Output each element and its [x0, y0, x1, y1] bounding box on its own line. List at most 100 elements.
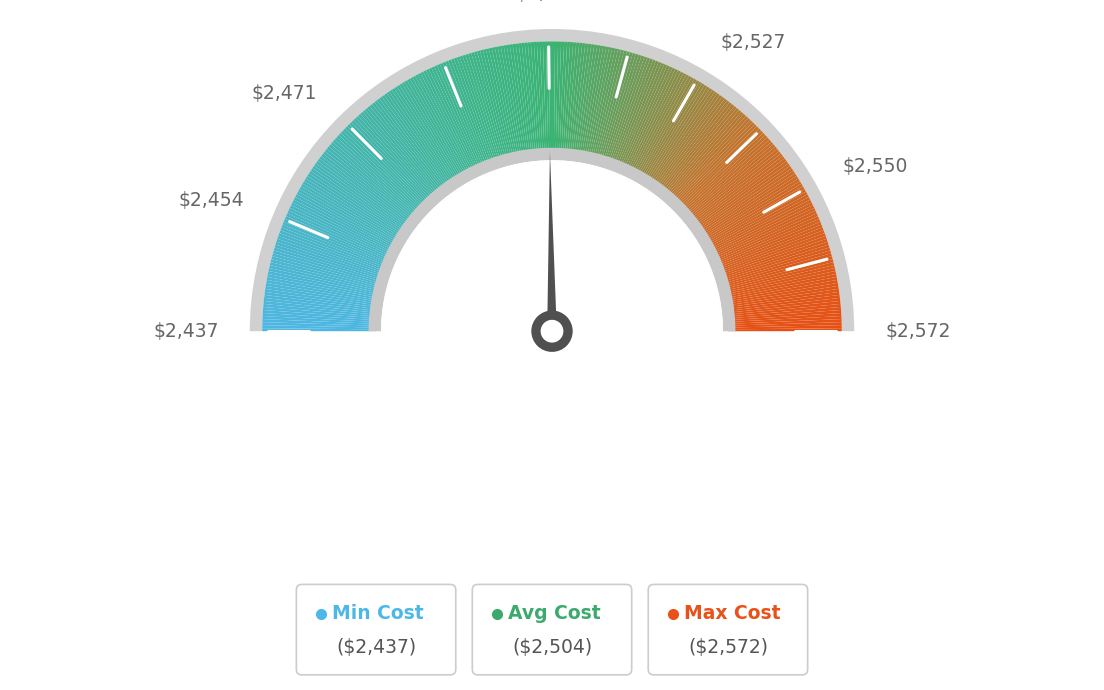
Wedge shape	[267, 277, 379, 300]
Text: $2,504: $2,504	[516, 0, 581, 3]
Wedge shape	[265, 289, 378, 307]
Wedge shape	[615, 61, 659, 168]
Wedge shape	[329, 144, 417, 219]
Wedge shape	[603, 54, 638, 164]
Wedge shape	[263, 319, 376, 326]
Wedge shape	[341, 130, 425, 210]
Wedge shape	[306, 176, 403, 239]
Wedge shape	[370, 104, 443, 195]
Wedge shape	[646, 86, 710, 184]
Wedge shape	[468, 53, 503, 163]
Wedge shape	[486, 48, 513, 160]
Text: $2,572: $2,572	[885, 322, 951, 341]
Wedge shape	[688, 146, 777, 221]
Wedge shape	[321, 154, 413, 225]
Wedge shape	[622, 66, 670, 170]
Wedge shape	[667, 112, 744, 199]
Text: Avg Cost: Avg Cost	[508, 604, 601, 623]
Wedge shape	[263, 313, 376, 322]
Wedge shape	[474, 51, 507, 161]
Wedge shape	[265, 292, 378, 309]
Wedge shape	[704, 186, 805, 245]
Wedge shape	[309, 171, 405, 235]
Wedge shape	[549, 41, 552, 155]
Wedge shape	[355, 116, 434, 201]
Wedge shape	[332, 139, 420, 216]
Wedge shape	[264, 295, 378, 311]
Wedge shape	[668, 114, 746, 200]
Wedge shape	[407, 79, 466, 179]
Wedge shape	[627, 69, 678, 172]
Wedge shape	[572, 43, 588, 157]
Text: ($2,572): ($2,572)	[688, 638, 768, 657]
Wedge shape	[278, 233, 386, 273]
Wedge shape	[293, 199, 395, 253]
Wedge shape	[722, 259, 834, 289]
Wedge shape	[689, 149, 779, 222]
Wedge shape	[263, 310, 376, 320]
Wedge shape	[495, 46, 519, 159]
Wedge shape	[721, 250, 831, 284]
Wedge shape	[707, 192, 807, 248]
Wedge shape	[319, 156, 412, 226]
Wedge shape	[276, 239, 385, 277]
Wedge shape	[720, 244, 829, 280]
Wedge shape	[571, 43, 585, 157]
Wedge shape	[421, 72, 474, 175]
Wedge shape	[466, 54, 501, 164]
Wedge shape	[697, 166, 792, 233]
Wedge shape	[280, 227, 388, 270]
Wedge shape	[448, 59, 490, 167]
Wedge shape	[652, 93, 720, 188]
Wedge shape	[396, 85, 459, 183]
Wedge shape	[546, 41, 550, 155]
Wedge shape	[263, 328, 376, 331]
Wedge shape	[638, 79, 697, 179]
Wedge shape	[587, 47, 613, 159]
Wedge shape	[344, 126, 427, 208]
Wedge shape	[591, 48, 618, 160]
Wedge shape	[693, 159, 786, 228]
Wedge shape	[671, 118, 751, 203]
Wedge shape	[386, 92, 453, 187]
Wedge shape	[463, 55, 499, 164]
Wedge shape	[250, 29, 854, 331]
Wedge shape	[710, 202, 813, 255]
Wedge shape	[728, 310, 841, 320]
Wedge shape	[703, 184, 803, 244]
Wedge shape	[684, 139, 772, 216]
Wedge shape	[679, 130, 763, 210]
Wedge shape	[297, 192, 397, 248]
Wedge shape	[574, 43, 592, 157]
Wedge shape	[423, 70, 476, 174]
Wedge shape	[477, 50, 508, 161]
Wedge shape	[594, 50, 624, 161]
Wedge shape	[728, 325, 841, 329]
Wedge shape	[628, 70, 681, 174]
Wedge shape	[263, 325, 376, 329]
Wedge shape	[725, 280, 838, 302]
Wedge shape	[519, 43, 533, 157]
Wedge shape	[614, 59, 656, 167]
Wedge shape	[522, 43, 535, 156]
Wedge shape	[606, 56, 645, 164]
Wedge shape	[677, 126, 760, 208]
Wedge shape	[618, 63, 665, 169]
Wedge shape	[662, 106, 736, 196]
Text: $2,454: $2,454	[179, 191, 244, 210]
Wedge shape	[528, 42, 539, 156]
Wedge shape	[289, 205, 394, 256]
Wedge shape	[543, 41, 549, 155]
Wedge shape	[267, 274, 380, 298]
Wedge shape	[266, 280, 379, 302]
Wedge shape	[558, 41, 564, 155]
Wedge shape	[722, 253, 832, 286]
Wedge shape	[713, 216, 819, 263]
Wedge shape	[728, 307, 841, 318]
Wedge shape	[673, 122, 755, 206]
Wedge shape	[318, 159, 411, 228]
Wedge shape	[701, 176, 798, 239]
Wedge shape	[716, 230, 825, 272]
Wedge shape	[640, 80, 700, 180]
Wedge shape	[337, 135, 423, 213]
